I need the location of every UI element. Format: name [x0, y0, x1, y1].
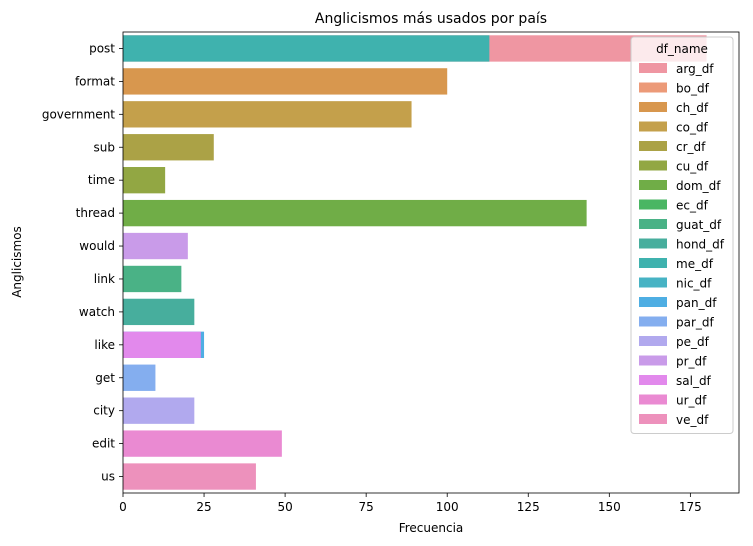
x-tick-label: 100: [436, 500, 459, 514]
legend-swatch-pe_df: [639, 336, 667, 346]
y-axis: post format government sub time thread would li…: [42, 41, 123, 484]
legend-swatch-co_df: [639, 121, 667, 132]
legend-swatch-guat_df: [639, 219, 667, 229]
legend-label-cu_df: cu_df: [676, 160, 709, 174]
bar-would-pr_df: [123, 232, 188, 260]
y-tick-label: city: [93, 404, 115, 418]
legend-swatch-me_df: [639, 258, 667, 268]
bar-link-guat_df: [123, 265, 182, 293]
legend-swatch-par_df: [639, 316, 667, 327]
x-tick-label: 175: [679, 500, 702, 514]
plot-frame: [122, 31, 740, 494]
y-tick-label: would: [79, 239, 115, 253]
legend-swatch-ch_df: [639, 102, 667, 112]
legend-label-ec_df: ec_df: [676, 199, 709, 213]
legend-swatch-cu_df: [639, 160, 667, 171]
legend-box: [630, 36, 734, 434]
legend-label-cr_df: cr_df: [676, 140, 706, 154]
legend-label-ur_df: ur_df: [676, 394, 707, 408]
legend-label-ch_df: ch_df: [676, 101, 709, 115]
legend-swatch-sal_df: [639, 375, 667, 385]
legend-label-hond_df: hond_df: [676, 238, 725, 252]
y-tick-label: edit: [92, 437, 115, 451]
legend-label-ve_df: ve_df: [676, 413, 709, 427]
y-tick-label: like: [94, 338, 115, 352]
bar-watch-hond_df: [123, 298, 195, 326]
x-axis-title: Frecuencia: [399, 521, 464, 535]
y-tick-label: format: [75, 74, 115, 88]
bar-city-pe_df: [123, 397, 195, 424]
bar-government-co_df: [123, 101, 412, 128]
legend-title: df_name: [656, 42, 708, 56]
bar-us-ve_df: [123, 463, 256, 490]
x-tick-label: 150: [598, 500, 621, 514]
legend-swatch-arg_df: [639, 63, 667, 73]
y-axis-title: Anglicismos: [10, 226, 24, 298]
legend-swatch-ve_df: [639, 414, 667, 424]
legend-label-nic_df: nic_df: [676, 277, 712, 291]
y-tick-label: watch: [79, 305, 115, 319]
bar-post-me_df: [123, 35, 490, 62]
x-axis: 0 25 50 75 100 125 150 175: [119, 493, 702, 514]
y-tick-label: us: [101, 470, 115, 484]
x-tick-label: 75: [359, 500, 374, 514]
y-tick-label: sub: [94, 140, 115, 154]
y-tick-label: get: [95, 371, 115, 385]
legend-label-dom_df: dom_df: [676, 179, 721, 193]
legend-label-co_df: co_df: [676, 121, 709, 135]
x-tick-label: 25: [196, 500, 211, 514]
legend-swatch-pr_df: [639, 355, 667, 366]
bar-thread-dom_df: [123, 199, 587, 227]
chart-title: Anglicismos más usados por país: [315, 11, 547, 27]
x-tick-label: 0: [119, 500, 127, 514]
legend-label-pan_df: pan_df: [676, 296, 717, 310]
legend-swatch-hond_df: [639, 238, 667, 249]
y-tick-label: link: [94, 272, 115, 286]
legend-swatch-nic_df: [639, 277, 667, 288]
x-tick-label: 125: [517, 500, 540, 514]
y-tick-label: thread: [76, 206, 115, 220]
legend-label-bo_df: bo_df: [676, 82, 710, 96]
legend-label-pe_df: pe_df: [676, 335, 710, 349]
legend-label-par_df: par_df: [676, 316, 715, 330]
x-tick-label: 50: [277, 500, 292, 514]
y-tick-label: government: [42, 107, 115, 121]
legend-swatch-ur_df: [639, 394, 667, 405]
bar-edit-ur_df: [123, 430, 282, 457]
bars-group: [123, 35, 707, 490]
y-tick-label: time: [88, 173, 115, 187]
legend: df_name arg_df bo_df ch_df co_df cr_df cu_dfdo…: [630, 36, 734, 434]
legend-label-pr_df: pr_df: [676, 355, 707, 369]
legend-swatch-cr_df: [639, 141, 667, 151]
bar-time-cu_df: [123, 167, 166, 194]
legend-label-guat_df: guat_df: [676, 218, 722, 232]
y-tick-label: post: [89, 41, 115, 55]
legend-label-arg_df: arg_df: [676, 62, 714, 76]
bar-get-par_df: [123, 364, 156, 391]
bar-sub-cr_df: [123, 134, 214, 161]
bar-like-sal_df: [123, 331, 201, 358]
legend-swatch-bo_df: [639, 82, 667, 93]
bar-format-ch_df: [123, 68, 448, 95]
legend-swatch-pan_df: [639, 297, 667, 307]
legend-label-me_df: me_df: [676, 257, 714, 271]
legend-label-sal_df: sal_df: [676, 374, 712, 388]
legend-swatch-dom_df: [639, 180, 667, 190]
legend-swatch-ec_df: [639, 199, 667, 210]
